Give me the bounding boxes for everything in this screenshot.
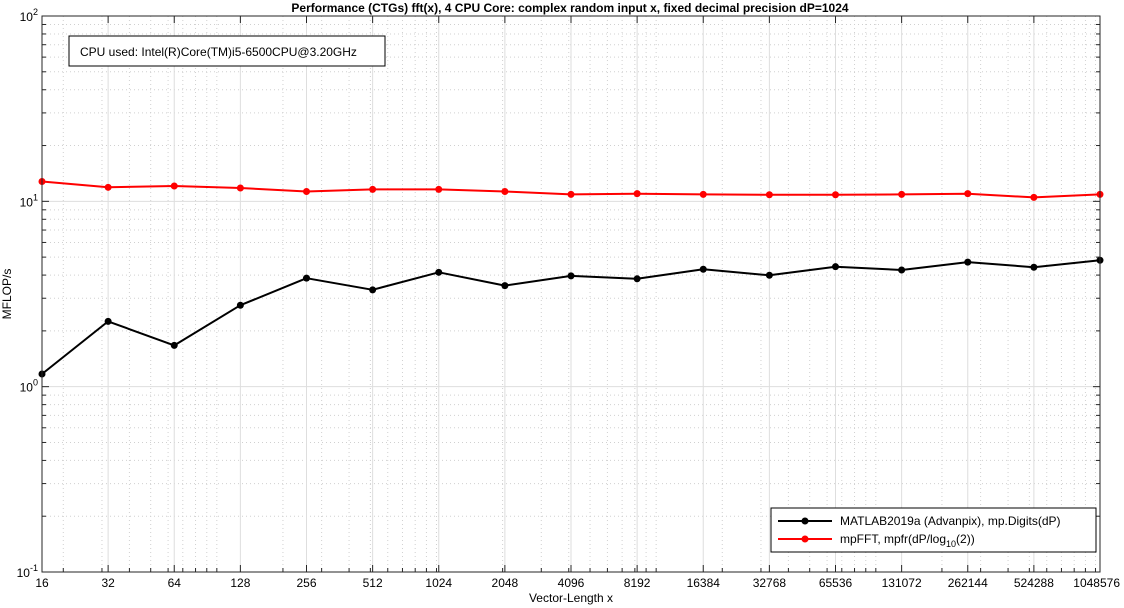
data-point-1-14 [964,190,972,198]
data-point-1-2 [170,182,178,190]
y-axis-label: MFLOP/s [0,269,14,320]
legend-entry-matlab: MATLAB2019a (Advanpix), mp.Digits(dP) [778,514,1061,528]
data-point-0-2 [170,341,178,349]
data-point-0-5 [369,286,377,294]
legend-label-mpfft: mpFFT, mpfr(dP/log10(2)) [840,532,975,549]
y-tick-labels: 10-1 100 101 102 [17,7,38,580]
data-point-1-5 [369,185,377,193]
data-point-0-9 [633,275,641,283]
data-point-1-12 [832,191,839,199]
data-point-0-10 [699,265,707,273]
x-tick-label: 1024 [425,576,452,590]
x-tick-label: 32768 [753,576,787,590]
x-tick-label: 1048576 [1073,576,1120,590]
x-tick-label: 65536 [819,576,853,590]
x-tick-label: 16 [35,576,49,590]
x-tick-label: 262144 [948,576,988,590]
data-point-0-11 [765,271,773,279]
y-tick-label: 100 [20,378,38,395]
annotation-text: CPU used: Intel(R)Core(TM)i5-6500CPU@3.2… [80,45,357,59]
x-tick-label: 64 [168,576,182,590]
x-tick-label: 256 [296,576,316,590]
x-tick-label: 512 [363,576,383,590]
data-point-1-13 [898,190,906,198]
data-point-0-4 [303,274,310,282]
y-tick-label: 102 [20,7,38,24]
data-point-1-10 [699,190,707,198]
data-point-1-7 [501,187,509,195]
x-tick-labels: 16 32 64 128 256 512 1024 2048 4096 8192 16384 3276… [35,576,1120,590]
data-point-0-1 [104,317,112,325]
legend: MATLAB2019a (Advanpix), mp.Digits(dP) mp… [770,507,1097,553]
y-tick-label: 101 [20,192,38,209]
data-point-0-14 [964,258,972,266]
data-point-1-3 [236,184,244,192]
x-tick-label: 8192 [624,576,651,590]
legend-entry-mpfft: mpFFT, mpfr(dP/log10(2)) [778,532,975,549]
chart-title: Performance (CTGs) fft(x), 4 CPU Core: c… [291,1,848,15]
x-tick-label: 2048 [492,576,519,590]
data-point-0-15 [1030,263,1038,271]
data-point-0-13 [898,266,906,274]
legend-box [770,507,1097,553]
data-point-0-3 [236,301,244,309]
data-point-1-11 [765,191,773,199]
data-point-0-12 [832,263,839,271]
y-tick-label: 10-1 [17,563,38,580]
x-tick-label: 32 [101,576,115,590]
data-point-0-8 [567,272,575,280]
x-axis-label: Vector-Length x [529,591,613,605]
data-point-0-7 [501,282,509,290]
data-point-1-1 [104,183,112,191]
x-tick-label: 16384 [687,576,721,590]
tick-marks [41,15,1101,573]
series-layer [38,177,1104,378]
x-tick-label: 4096 [558,576,585,590]
x-tick-label: 128 [230,576,250,590]
data-point-1-8 [567,190,575,198]
data-point-1-6 [435,185,443,193]
annotation-box: CPU used: Intel(R)Core(TM)i5-6500CPU@3.2… [68,35,386,67]
data-point-1-15 [1030,193,1038,201]
x-tick-label: 524288 [1014,576,1054,590]
data-point-1-9 [633,190,641,198]
data-point-1-4 [303,187,310,195]
data-point-0-6 [435,268,443,276]
x-tick-label: 131072 [882,576,922,590]
legend-label-matlab: MATLAB2019a (Advanpix), mp.Digits(dP) [840,514,1061,528]
